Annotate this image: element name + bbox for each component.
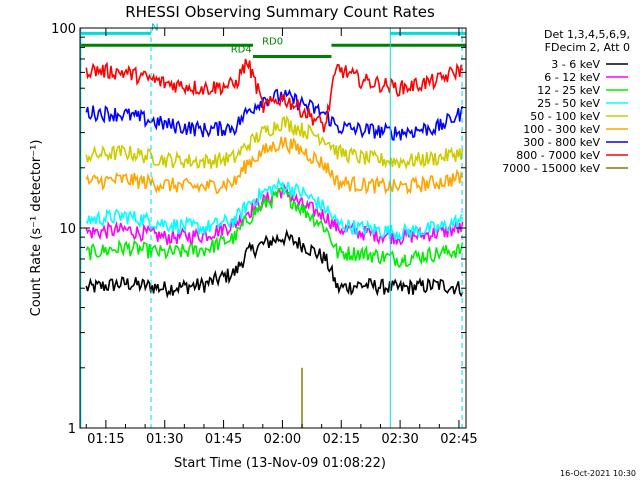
- chart-title: RHESSI Observing Summary Count Rates: [125, 3, 435, 21]
- legend-label: 12 - 25 keV: [537, 84, 600, 97]
- x-tick-label: 01:30: [146, 432, 183, 447]
- x-tick-label: 02:15: [323, 432, 360, 447]
- annotation-rd0: RD0: [262, 36, 283, 47]
- x-tick-label: 02:30: [381, 432, 418, 447]
- legend-label: 50 - 100 keV: [530, 110, 600, 123]
- y-tick-label: 1: [68, 422, 76, 437]
- y-axis-label: Count Rate (s⁻¹ detector⁻¹): [29, 140, 44, 317]
- series-line-0: [85, 228, 464, 299]
- series-line-5: [85, 136, 464, 196]
- legend-label: 800 - 7000 keV: [516, 149, 600, 162]
- series-line-7: [85, 58, 464, 133]
- y-tick-label: 10: [59, 222, 76, 237]
- legend-label: 6 - 12 keV: [544, 71, 600, 84]
- legend-label: 300 - 800 keV: [523, 136, 600, 149]
- x-tick-label: 01:45: [205, 432, 242, 447]
- axes: 01:15 01:30 01:45 02:00 02:15 02:30 02:45 1 10 10…: [51, 22, 478, 447]
- legend-label: 3 - 6 keV: [551, 58, 600, 71]
- series-line-6: [85, 88, 464, 141]
- legend-label: 25 - 50 keV: [537, 97, 600, 110]
- series-line-3: [85, 176, 464, 241]
- series-line-2: [85, 186, 464, 269]
- legend-header-line: Det 1,3,4,5,6,9,: [544, 28, 630, 41]
- x-axis-label: Start Time (13-Nov-09 01:08:22): [174, 456, 386, 471]
- y-tick-label: 100: [51, 22, 76, 37]
- legend-label: 100 - 300 keV: [523, 123, 600, 136]
- annotation-rd4: RD4: [231, 44, 252, 55]
- x-tick-label: 02:45: [440, 432, 477, 447]
- legend-label: 7000 - 15000 keV: [502, 162, 600, 175]
- timestamp: 16-Oct-2021 10:30: [560, 469, 636, 478]
- x-tick-label: 02:00: [264, 432, 301, 447]
- x-tick-label: 01:15: [87, 432, 124, 447]
- legend: Det 1,3,4,5,6,9,FDecim 2, Att 0 3 - 6 keV…: [502, 28, 630, 175]
- legend-header-line: FDecim 2, Att 0: [545, 41, 630, 54]
- series-line-4: [85, 115, 464, 171]
